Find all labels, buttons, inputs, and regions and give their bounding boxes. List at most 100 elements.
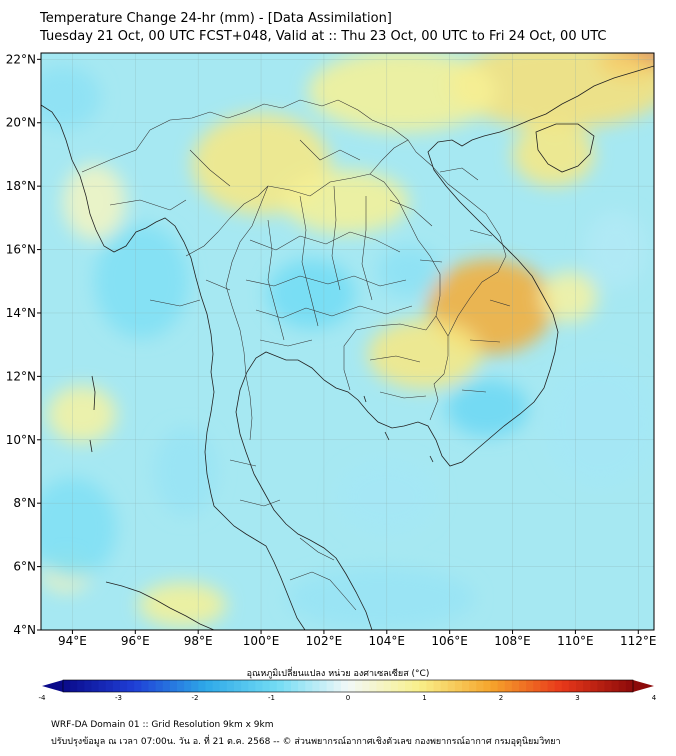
colorbar-segment (262, 680, 271, 692)
colorbar-segment (369, 680, 377, 692)
colorbar-segment (447, 680, 456, 692)
colorbar-segment (390, 680, 399, 692)
colorbar-tick-label: -2 (192, 694, 199, 702)
field-anomaly (267, 259, 356, 329)
border-myanmar-thailand (185, 185, 269, 441)
field-anomaly (367, 319, 482, 390)
colorbar-tick-label: 0 (346, 694, 350, 702)
colorbar-segment (526, 680, 534, 692)
colorbar-segment (540, 680, 548, 692)
lon-tick-label: 112°E (620, 634, 657, 648)
border-laos-provinces (299, 139, 443, 263)
coastline-hainan (535, 123, 595, 173)
colorbar-tick-label: -4 (39, 694, 47, 702)
colorbar-ticks: -4 -3 -2 -1 0 1 2 3 4 (39, 694, 657, 702)
colorbar-segment (84, 680, 92, 692)
colorbar-segment (312, 680, 320, 692)
map-axes: 22°N 20°N 18°N 16°N 14°N 12°N 10°N 8°N 6°N 4°N 94°… (6, 52, 657, 648)
colorbar-segment (305, 680, 313, 692)
lat-tick-label: 12°N (6, 369, 36, 383)
lat-tick-label: 20°N (6, 116, 36, 130)
colorbar-segment (504, 680, 513, 692)
lat-tick-label: 18°N (6, 179, 36, 193)
border-myanmar-internal (81, 129, 231, 307)
colorbar-tick-label: -1 (268, 694, 275, 702)
colorbar-segment (241, 680, 249, 692)
colorbar-segment (476, 680, 484, 692)
colorbar-frame (62, 679, 634, 693)
colorbar-segments (63, 680, 634, 692)
colorbar-segment (433, 680, 442, 692)
colorbar-segment (141, 680, 149, 692)
colorbar-segment (547, 680, 556, 692)
colorbar-segment (483, 680, 491, 692)
field-anomaly (540, 271, 598, 323)
colorbar-segment (618, 680, 627, 692)
colorbar-segment (625, 680, 634, 692)
colorbar-segment (611, 680, 620, 692)
colorbar-segment (191, 680, 199, 692)
colorbar-segment (134, 680, 142, 692)
colorbar-segment (169, 680, 178, 692)
borders (81, 99, 511, 611)
lat-tick-label: 4°N (13, 623, 36, 637)
colorbar-segment (511, 680, 520, 692)
map-frame (40, 52, 655, 631)
border-vietnam-provinces (439, 167, 511, 393)
lat-tick-label: 16°N (6, 243, 36, 257)
colorbar-tick-label: -3 (115, 694, 122, 702)
colorbar-segment (362, 680, 370, 692)
colorbar-segment (212, 680, 221, 692)
colorbar-segment (91, 680, 100, 692)
colorbar-segment (462, 680, 470, 692)
coastline-andaman-islands (89, 375, 96, 453)
lon-tick-label: 100°E (243, 634, 280, 648)
colorbar-segment (177, 680, 185, 692)
colorbar-segment (454, 680, 463, 692)
colorbar-segment (426, 680, 434, 692)
coastline-mainland-west (41, 104, 306, 630)
colorbar-segment (583, 680, 591, 692)
graticule (41, 53, 654, 630)
colorbar-segment (148, 680, 157, 692)
colorbar-segment (348, 680, 356, 692)
map-title: Temperature Change 24-hr (mm) - [Data As… (40, 11, 392, 26)
field-anomaly (138, 582, 227, 627)
footer-credit: ปรับปรุงข้อมูล ณ เวลา 07:00น. วัน อ. ที่… (51, 737, 561, 747)
colorbar: -4 -3 -2 -1 0 1 2 3 4 (39, 679, 657, 702)
colorbar-segment (234, 680, 242, 692)
lon-tick-label: 104°E (369, 634, 406, 648)
colorbar-segment (127, 680, 135, 692)
colorbar-segment (283, 680, 292, 692)
lon-tick-label: 102°E (306, 634, 343, 648)
colorbar-segment (604, 680, 613, 692)
field-anomaly (512, 122, 595, 187)
lon-tick-label: 96°E (121, 634, 150, 648)
colorbar-segment (340, 680, 349, 692)
colorbar-title: อุณหภูมิเปลี่ยนแปลง หน่วย องศาเซลเซียส (… (246, 669, 430, 679)
border-thailand-laos (267, 173, 441, 331)
colorbar-segment (276, 680, 285, 692)
colorbar-segment (561, 680, 570, 692)
lon-tick-label: 110°E (557, 634, 594, 648)
field-anomaly (41, 65, 101, 130)
colorbar-tick-label: 3 (575, 694, 579, 702)
colorbar-segment (397, 680, 406, 692)
footer-model-info: WRF-DA Domain 01 :: Grid Resolution 9km … (51, 720, 274, 730)
colorbar-segment (355, 680, 363, 692)
lon-tick-label: 98°E (184, 634, 213, 648)
colorbar-segment (554, 680, 563, 692)
field-anomaly (377, 246, 441, 298)
lon-tick-label: 106°E (431, 634, 468, 648)
lat-tick-label: 22°N (6, 52, 36, 66)
colorbar-segment (184, 680, 192, 692)
border-cambodia-provinces (369, 355, 427, 399)
field-anomaly (543, 360, 654, 488)
colorbar-segment (269, 680, 278, 692)
colorbar-segment (576, 680, 584, 692)
colorbar-segment (226, 680, 235, 692)
border-thailand-cambodia (343, 323, 427, 391)
coastline-small-islands (363, 395, 434, 463)
colorbar-tick-label: 1 (422, 694, 426, 702)
